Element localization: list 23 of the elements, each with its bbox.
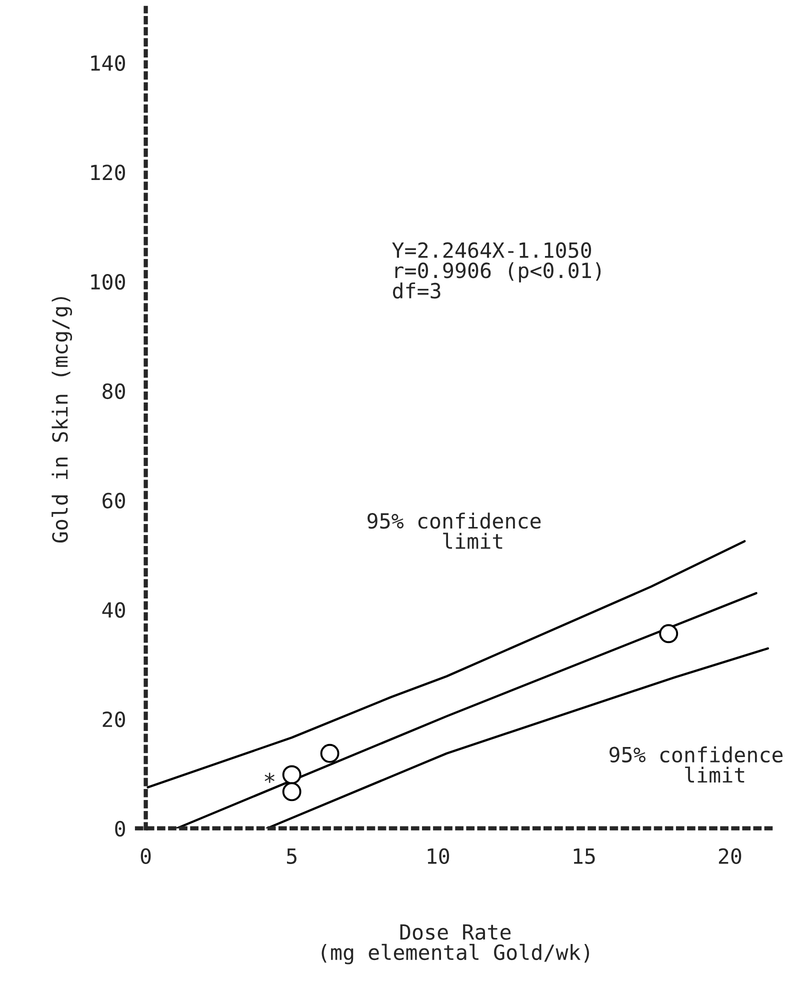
point (282, 765, 302, 784)
y-tick-label: 60 (102, 492, 125, 508)
point (659, 624, 678, 644)
y-tick-label: 140 (91, 55, 125, 71)
point (320, 744, 340, 763)
x-tick-label: 5 (287, 848, 296, 864)
y-tick-label: 120 (91, 164, 125, 180)
y-tick-label: 100 (91, 274, 125, 290)
x-tick-label: 10 (428, 848, 450, 864)
y-tick-label: 80 (102, 383, 125, 400)
y-axis-title: Gold in Skin (mcg/g) (52, 297, 72, 543)
y-tick-label: 40 (102, 602, 125, 618)
point (282, 782, 302, 802)
x-tick-label: 15 (574, 848, 595, 864)
y-tick-label: 0 (115, 820, 125, 837)
x-tick-label: 0 (140, 848, 151, 864)
annotation: Y=2.2464X-1.1050 r=0.9906 (p<0.01) df=3 (392, 242, 601, 299)
x-axis-title: Dose Rate (mg elemental Gold/wk) (322, 924, 590, 964)
annotation: 95% confidence limit (368, 512, 541, 549)
annotation: 95% confidence limit (610, 746, 783, 783)
x-tick-label: 20 (718, 848, 742, 864)
annotation: * (264, 772, 274, 783)
y-tick-label: 20 (102, 711, 125, 728)
